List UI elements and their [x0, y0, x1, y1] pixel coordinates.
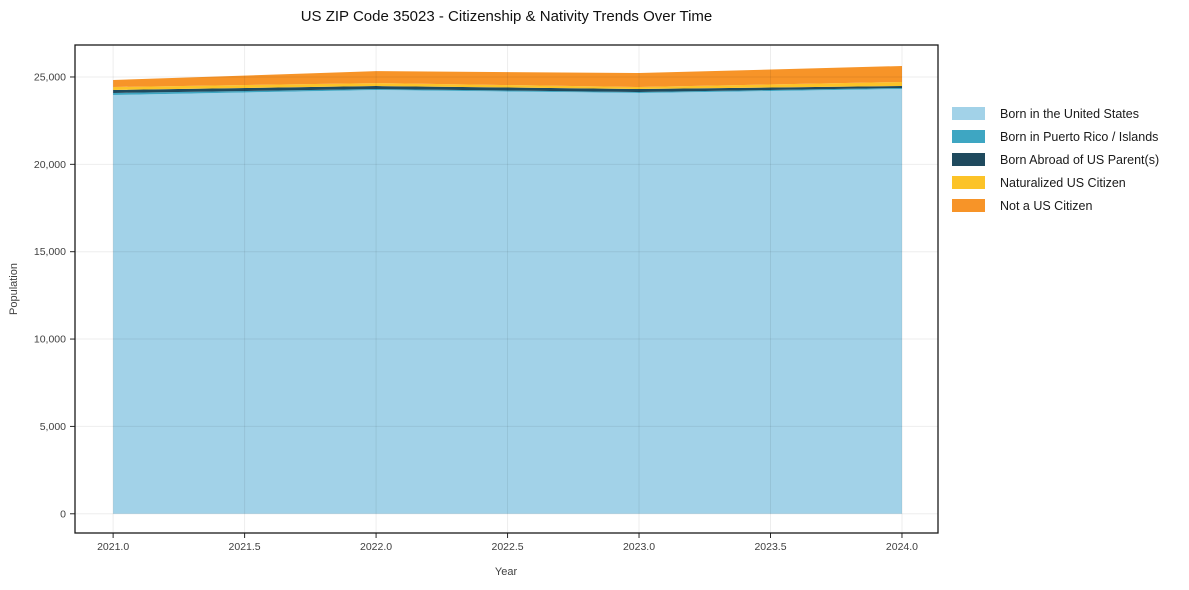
- x-tick-label: 2022.5: [491, 541, 523, 553]
- x-tick-label: 2022.0: [360, 541, 392, 553]
- legend-label: Born in Puerto Rico / Islands: [1000, 129, 1159, 144]
- y-tick-label: 5,000: [40, 421, 66, 433]
- y-tick-label: 20,000: [34, 159, 66, 171]
- area-naturalized-us-citizen: [113, 81, 902, 90]
- legend-swatch: [952, 176, 985, 189]
- y-tick-label: 15,000: [34, 246, 66, 258]
- legend-item-born-in-puerto-rico-islands: Born in Puerto Rico / Islands: [952, 129, 1159, 144]
- legend-label: Not a US Citizen: [1000, 198, 1093, 213]
- legend-swatch: [952, 199, 985, 212]
- y-tick-label: 10,000: [34, 334, 66, 346]
- legend-item-born-abroad-of-us-parent-s: Born Abroad of US Parent(s): [952, 152, 1160, 167]
- legend-swatch: [952, 130, 985, 143]
- area-not-a-us-citizen: [113, 65, 902, 88]
- legend-item-born-in-the-united-states: Born in the United States: [952, 106, 1159, 121]
- chart-title: US ZIP Code 35023 - Citizenship & Nativi…: [300, 8, 713, 25]
- legend-swatch: [952, 107, 985, 120]
- x-tick-label: 2021.5: [229, 541, 261, 553]
- x-tick-label: 2023.0: [623, 541, 655, 553]
- legend-label: Born Abroad of US Parent(s): [1000, 152, 1160, 167]
- legend-item-naturalized-us-citizen: Naturalized US Citizen: [952, 175, 1159, 190]
- legend-swatch: [952, 153, 985, 166]
- legend: Born in the United States Born in Puerto …: [952, 107, 1159, 222]
- plot-border: [74, 44, 939, 534]
- y-tick-label: 0: [60, 508, 66, 520]
- area-born-in-puerto-rico-islands: [113, 87, 902, 95]
- x-tick-label: 2021.0: [97, 541, 129, 553]
- y-axis-label: Population: [8, 263, 20, 315]
- x-tick-label: 2024.0: [886, 541, 918, 553]
- area-born-in-the-united-states: [113, 88, 902, 514]
- legend-item-not-a-us-citizen: Not a US Citizen: [952, 198, 1159, 213]
- legend-label: Born in the United States: [1000, 106, 1139, 121]
- area-born-abroad-of-us-parent-s: [113, 85, 902, 93]
- x-tick-label: 2023.5: [754, 541, 786, 553]
- y-tick-label: 25,000: [34, 71, 66, 83]
- x-axis-label: Year: [494, 566, 518, 578]
- legend-label: Naturalized US Citizen: [1000, 175, 1126, 190]
